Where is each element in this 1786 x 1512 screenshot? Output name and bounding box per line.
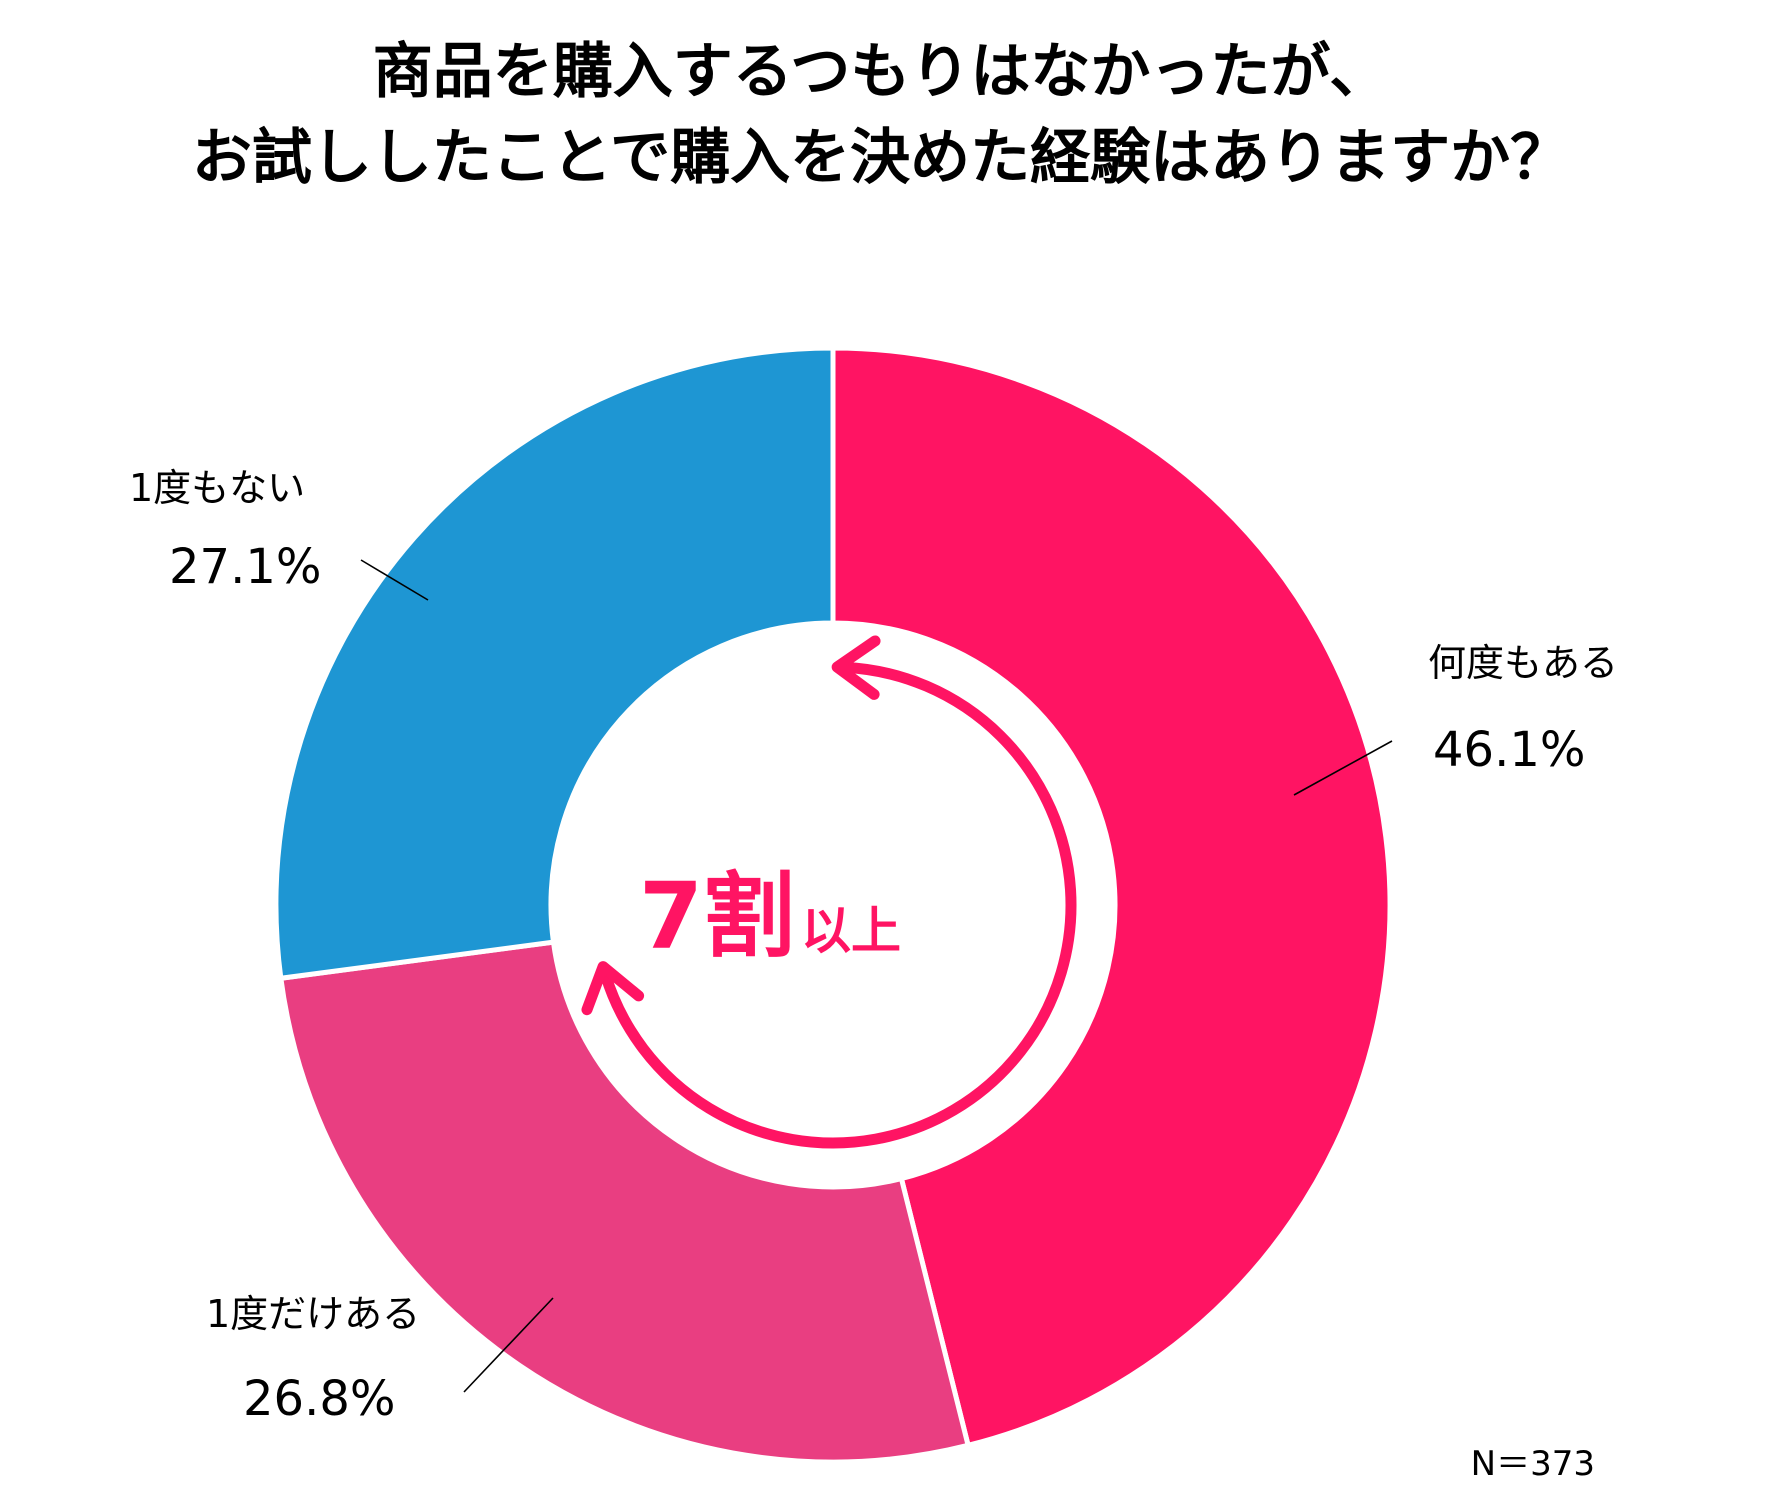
donut-slices bbox=[273, 345, 1393, 1465]
slice-category-label: 1度もない bbox=[129, 466, 305, 510]
chart-title: 商品を購入するつもりはなかったが、 お試ししたことで購入を決めた経験はありますか… bbox=[192, 37, 1570, 193]
slice-labels: 何度もある 46.1% 1度だけある 26.8% 1度もない 27.1% bbox=[129, 466, 1618, 1427]
slice-many-times bbox=[830, 345, 1393, 1449]
slice-once bbox=[278, 939, 972, 1465]
sample-size-note: N＝373 bbox=[1471, 1444, 1595, 1484]
slice-category-label: 1度だけある bbox=[206, 1292, 420, 1336]
slice-value-label: 27.1% bbox=[169, 539, 321, 595]
slice-value-label: 46.1% bbox=[1433, 722, 1585, 778]
arrowhead-icon bbox=[581, 961, 645, 1016]
slice-never bbox=[273, 345, 836, 982]
circular-arrow-icon bbox=[599, 661, 1077, 1149]
center-callout-sub: 以上 bbox=[801, 902, 901, 960]
center-callout: 7割 以上 bbox=[581, 635, 1077, 1149]
leader-line-never bbox=[360, 559, 429, 601]
leader-line-many-times bbox=[1293, 740, 1393, 796]
slice-category-label: 何度もある bbox=[1428, 641, 1618, 685]
leader-line-once bbox=[463, 1297, 554, 1393]
leader-lines bbox=[360, 559, 1393, 1393]
slice-value-label: 26.8% bbox=[243, 1371, 395, 1427]
chart-title-line-2: お試ししたことで購入を決めた経験はありますか？ bbox=[192, 123, 1570, 193]
chart-title-line-1: 商品を購入するつもりはなかったが、 bbox=[373, 37, 1389, 107]
center-callout-text: 7割 以上 bbox=[639, 863, 901, 970]
center-callout-main: 7割 bbox=[639, 863, 795, 970]
arrowhead-icon bbox=[831, 635, 881, 700]
